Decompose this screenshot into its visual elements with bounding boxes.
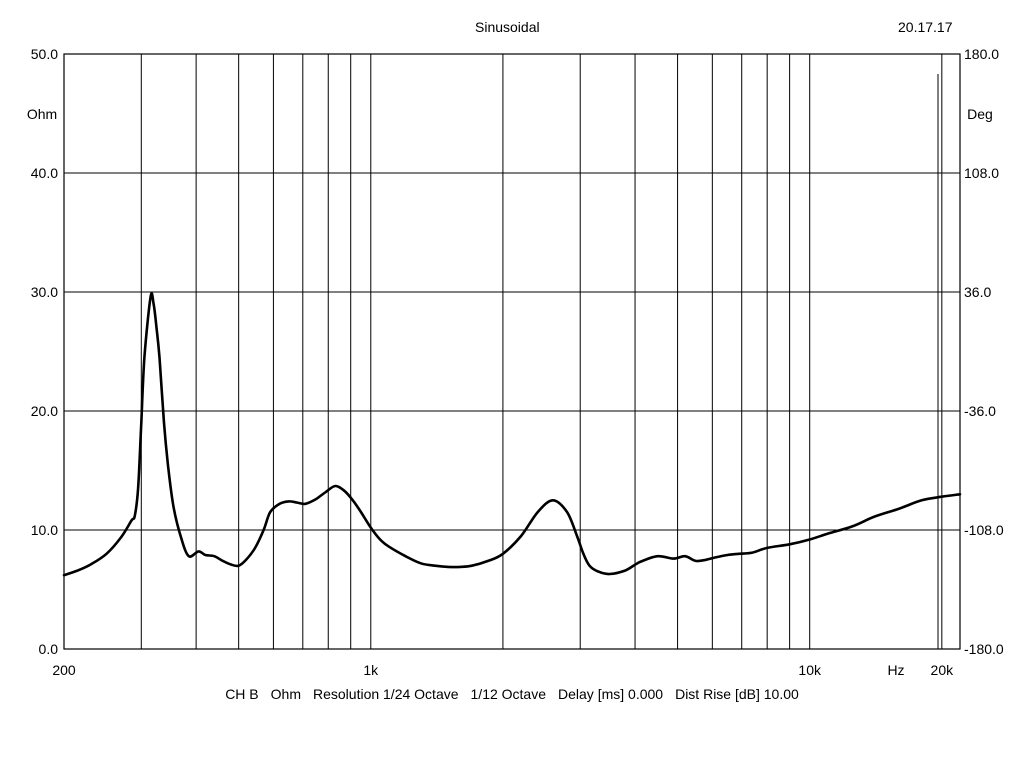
grid-lines	[64, 54, 960, 649]
y-tick-label: 40.0	[31, 165, 58, 181]
x-tick-label: 1k	[363, 662, 379, 678]
tick-labels: 0.0 10.0 20.0 30.0 40.0 50.0 -180.0 -108.0 -36.0…	[31, 46, 1004, 678]
impedance-curve	[62, 292, 962, 577]
chart-title: Sinusoidal	[475, 19, 540, 35]
measurement-info: CH B Ohm Resolution 1/24 Octave 1/12 Octave…	[0, 686, 1024, 702]
x-tick-label: 20k	[931, 662, 955, 678]
resolution-label: Resolution 1/24 Octave	[312, 686, 459, 702]
y2-tick-label: 180.0	[964, 46, 999, 62]
y-tick-label: 0.0	[39, 641, 59, 657]
series-layer	[62, 292, 962, 577]
y-tick-label: 10.0	[31, 522, 58, 538]
y-tick-label: 30.0	[31, 284, 58, 300]
unit-label: Ohm	[270, 686, 301, 702]
y2-axis-label: Deg	[967, 106, 993, 122]
y2-tick-label: 36.0	[964, 284, 991, 300]
y2-tick-label: -180.0	[964, 641, 1004, 657]
y2-tick-label: -108.0	[964, 522, 1004, 538]
x-tick-label: 10k	[798, 662, 822, 678]
dist-rise-label: Dist Rise [dB] 10.00	[675, 686, 799, 702]
y2-tick-label: -36.0	[964, 403, 996, 419]
y-tick-label: 50.0	[31, 46, 58, 62]
y-axis-label: Ohm	[27, 106, 57, 122]
smoothing-label: 1/12 Octave	[470, 686, 547, 702]
timestamp: 20.17.17	[898, 19, 953, 35]
channel-label: CH B	[225, 686, 259, 702]
delay-label: Delay [ms] 0.000	[558, 686, 664, 702]
y2-tick-label: 108.0	[964, 165, 999, 181]
x-axis-label: Hz	[887, 662, 904, 678]
plot-frame	[63, 53, 961, 650]
y-tick-label: 20.0	[31, 403, 58, 419]
x-tick-label: 200	[52, 662, 76, 678]
